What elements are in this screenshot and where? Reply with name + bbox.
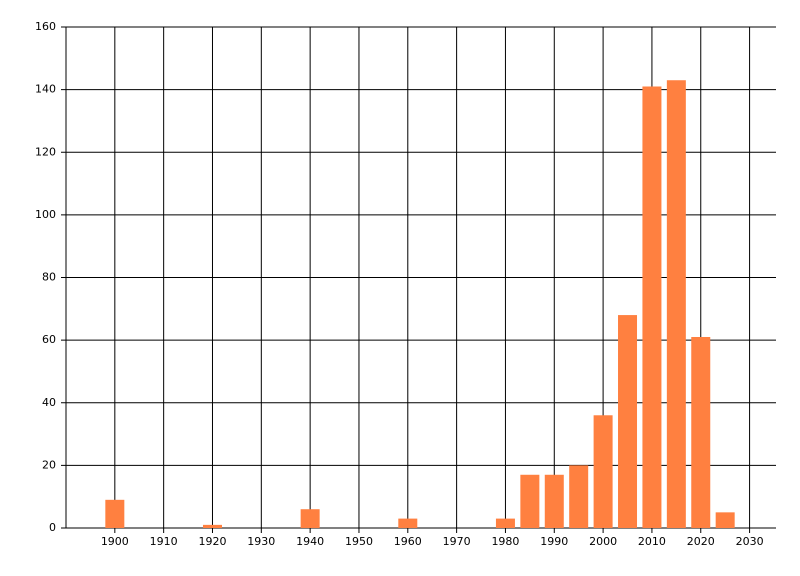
bar: [593, 415, 613, 528]
x-tick-label: 2000: [589, 535, 617, 548]
x-tick-label: 2030: [736, 535, 764, 548]
bar: [495, 518, 515, 528]
y-tick-label: 60: [42, 333, 56, 346]
x-tick-label: 2020: [687, 535, 715, 548]
y-tick-label: 140: [35, 83, 56, 96]
x-tick-label: 1980: [491, 535, 519, 548]
bar: [544, 474, 564, 528]
bar: [642, 86, 662, 529]
bar: [105, 499, 125, 528]
y-tick-label: 100: [35, 208, 56, 221]
bar: [691, 336, 711, 528]
y-tick-label: 80: [42, 271, 56, 284]
bar: [520, 474, 540, 528]
x-tick-label: 1910: [150, 535, 178, 548]
x-tick-label: 1920: [198, 535, 226, 548]
y-tick-label: 40: [42, 396, 56, 409]
x-tick-label: 1970: [443, 535, 471, 548]
bar: [398, 518, 418, 528]
bar: [618, 315, 638, 528]
bar: [715, 512, 735, 528]
bar: [666, 80, 686, 528]
x-tick-label: 1940: [296, 535, 324, 548]
y-tick-label: 160: [35, 20, 56, 33]
x-tick-label: 1950: [345, 535, 373, 548]
x-tick-label: 1960: [394, 535, 422, 548]
x-tick-label: 1930: [247, 535, 275, 548]
bar: [569, 465, 589, 528]
x-tick-label: 1900: [101, 535, 129, 548]
bar: [202, 524, 222, 528]
x-tick-label: 2010: [638, 535, 666, 548]
y-tick-label: 20: [42, 458, 56, 471]
x-tick-label: 1990: [540, 535, 568, 548]
y-tick-label: 120: [35, 145, 56, 158]
bar: [300, 509, 320, 528]
y-tick-label: 0: [49, 521, 56, 534]
